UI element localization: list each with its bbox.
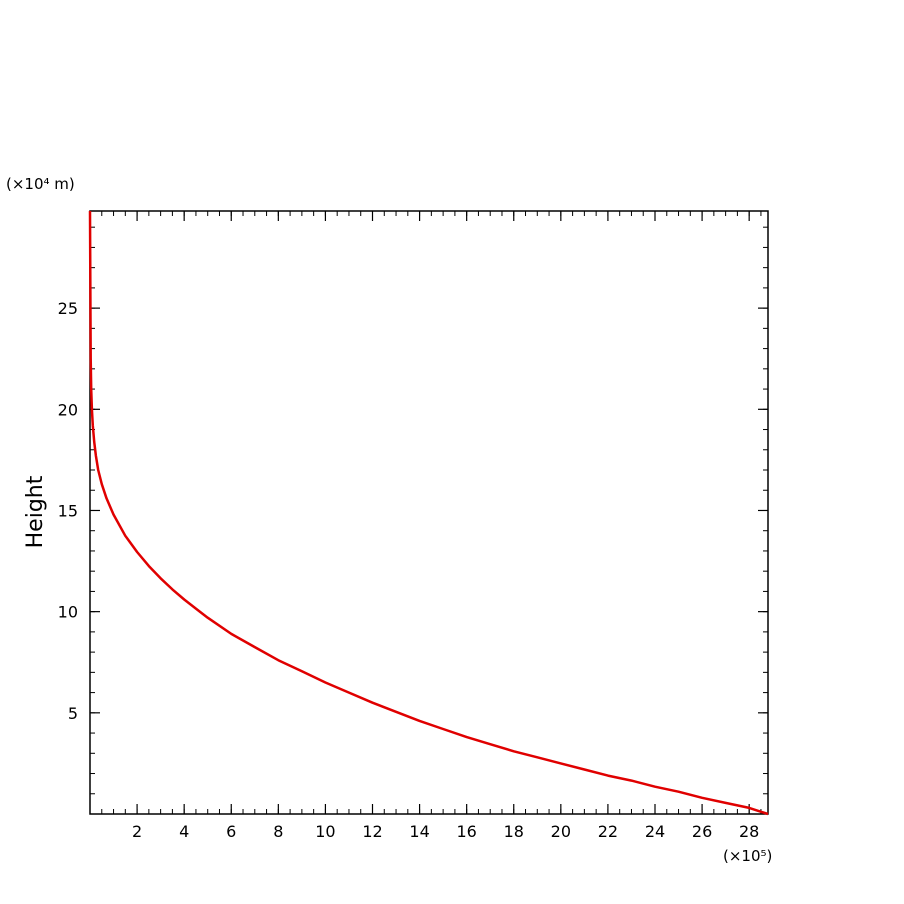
y-tick-labels: 5 10 15 20 25 bbox=[58, 299, 78, 723]
y-tick-label: 25 bbox=[58, 299, 78, 318]
x-tick-labels: 2 4 6 8 10 12 14 16 18 20 22 24 26 28 bbox=[132, 822, 759, 841]
x-minor-ticks bbox=[101, 211, 762, 814]
x-tick-label: 8 bbox=[273, 822, 283, 841]
x-major-ticks bbox=[136, 211, 750, 814]
x-tick-label: 10 bbox=[315, 822, 335, 841]
x-tick-label: 24 bbox=[645, 822, 665, 841]
x-multiplier-label: (×10⁵) bbox=[723, 847, 772, 865]
x-tick-label: 28 bbox=[739, 822, 759, 841]
plot-frame bbox=[89, 210, 769, 815]
x-tick-label: 22 bbox=[598, 822, 618, 841]
x-tick-label: 4 bbox=[179, 822, 189, 841]
y-tick-label: 10 bbox=[58, 603, 78, 622]
x-tick-label: 12 bbox=[362, 822, 382, 841]
x-tick-label: 20 bbox=[551, 822, 571, 841]
x-tick-label: 18 bbox=[504, 822, 524, 841]
x-tick-label: 6 bbox=[226, 822, 236, 841]
x-tick-label: 26 bbox=[692, 822, 712, 841]
y-multiplier-label: (×10⁴ m) bbox=[6, 175, 75, 193]
x-tick-label: 14 bbox=[409, 822, 429, 841]
x-tick-label: 16 bbox=[456, 822, 476, 841]
height-series-line bbox=[88, 210, 769, 816]
y-major-ticks bbox=[90, 307, 768, 714]
y-tick-label: 20 bbox=[58, 400, 78, 419]
y-minor-ticks bbox=[90, 226, 768, 795]
y-tick-label: 15 bbox=[58, 501, 78, 520]
y-tick-label: 5 bbox=[68, 704, 78, 723]
x-tick-label: 2 bbox=[132, 822, 142, 841]
y-axis-title: Height bbox=[23, 475, 48, 548]
